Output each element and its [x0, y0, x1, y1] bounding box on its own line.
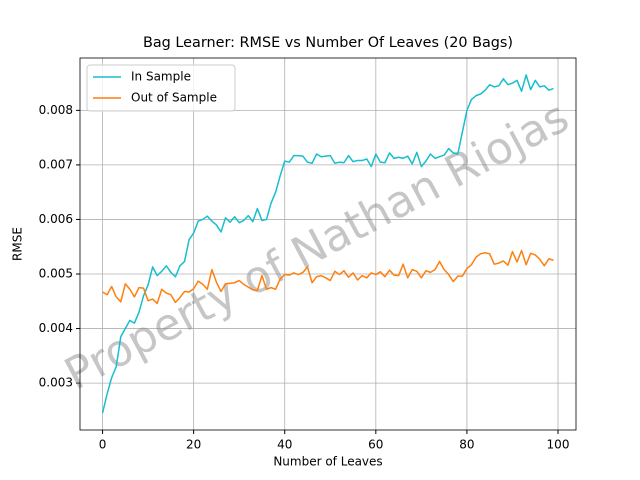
watermark: Property of Nathan Riojas [57, 91, 577, 400]
y-axis-label: RMSE [11, 227, 25, 261]
y-tick-label: 0.006 [39, 212, 73, 226]
y-tick-label: 0.005 [39, 267, 73, 281]
x-tick-label: 20 [186, 438, 201, 452]
data-line [101, 74, 554, 414]
y-tick-label: 0.004 [39, 321, 73, 335]
plot-frame [79, 57, 577, 431]
y-tick-label: 0.003 [39, 376, 73, 390]
x-tick-label: 80 [459, 438, 474, 452]
x-axis-label: Number of Leaves [273, 455, 382, 469]
x-tick-label: 60 [368, 438, 383, 452]
x-tick-label: 100 [547, 438, 570, 452]
x-tick-label: 0 [99, 438, 107, 452]
chart-title: Bag Learner: RMSE vs Number Of Leaves (2… [143, 35, 513, 51]
legend-box [86, 64, 236, 112]
legend-label: In Sample [131, 70, 191, 84]
data-line [102, 249, 554, 305]
y-tick-label: 0.008 [39, 103, 73, 117]
y-tick-label: 0.007 [39, 157, 73, 171]
legend-label: Out of Sample [131, 91, 217, 105]
x-tick-label: 40 [277, 438, 292, 452]
